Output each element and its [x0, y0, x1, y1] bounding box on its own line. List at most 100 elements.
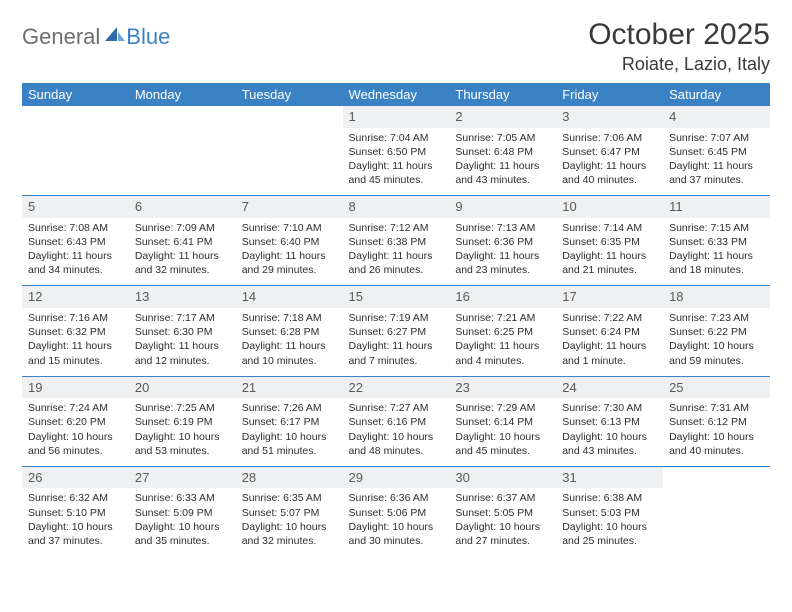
- day-sun-info: Sunrise: 7:09 AMSunset: 6:41 PMDaylight:…: [135, 221, 230, 278]
- day-number: 24: [556, 377, 663, 399]
- weekday-header: Wednesday: [343, 83, 450, 106]
- day-number: 26: [22, 467, 129, 489]
- calendar-day-cell: 19Sunrise: 7:24 AMSunset: 6:20 PMDayligh…: [22, 376, 129, 466]
- calendar-day-cell: 4 Sunrise: 7:07 AMSunset: 6:45 PMDaylight…: [663, 106, 770, 196]
- day-sun-info: Sunrise: 7:22 AMSunset: 6:24 PMDaylight:…: [562, 311, 657, 368]
- day-number: 22: [343, 377, 450, 399]
- day-sun-info: Sunrise: 7:18 AMSunset: 6:28 PMDaylight:…: [242, 311, 337, 368]
- logo-sail-icon: [104, 26, 126, 49]
- weekday-header: Sunday: [22, 83, 129, 106]
- calendar-table: SundayMondayTuesdayWednesdayThursdayFrid…: [22, 83, 770, 556]
- logo-text-blue: Blue: [126, 24, 170, 50]
- calendar-day-cell: 22Sunrise: 7:27 AMSunset: 6:16 PMDayligh…: [343, 376, 450, 466]
- calendar-day-cell: 29Sunrise: 6:36 AMSunset: 5:06 PMDayligh…: [343, 466, 450, 556]
- calendar-week-row: 19Sunrise: 7:24 AMSunset: 6:20 PMDayligh…: [22, 376, 770, 466]
- day-number: 1: [343, 106, 450, 128]
- calendar-day-cell: 14 Sunrise: 7:18 AMSunset: 6:28 PMDayligh…: [236, 286, 343, 376]
- day-sun-info: Sunrise: 7:30 AMSunset: 6:13 PMDaylight:…: [562, 401, 657, 458]
- day-sun-info: Sunrise: 6:38 AMSunset: 5:03 PMDaylight:…: [562, 491, 657, 548]
- day-number: 29: [343, 467, 450, 489]
- calendar-day-cell: 21Sunrise: 7:26 AMSunset: 6:17 PMDayligh…: [236, 376, 343, 466]
- calendar-day-cell: 6 Sunrise: 7:09 AMSunset: 6:41 PMDaylight…: [129, 196, 236, 286]
- calendar-day-cell: 24Sunrise: 7:30 AMSunset: 6:13 PMDayligh…: [556, 376, 663, 466]
- calendar-week-row: 5 Sunrise: 7:08 AMSunset: 6:43 PMDaylight…: [22, 196, 770, 286]
- logo: General Blue: [22, 18, 170, 50]
- day-number: 25: [663, 377, 770, 399]
- title-block: October 2025 Roiate, Lazio, Italy: [588, 18, 770, 75]
- day-sun-info: Sunrise: 7:24 AMSunset: 6:20 PMDaylight:…: [28, 401, 123, 458]
- calendar-week-row: 1 Sunrise: 7:04 AMSunset: 6:50 PMDaylight…: [22, 106, 770, 196]
- day-sun-info: Sunrise: 7:19 AMSunset: 6:27 PMDaylight:…: [349, 311, 444, 368]
- day-sun-info: Sunrise: 7:23 AMSunset: 6:22 PMDaylight:…: [669, 311, 764, 368]
- day-sun-info: Sunrise: 7:07 AMSunset: 6:45 PMDaylight:…: [669, 131, 764, 188]
- month-title: October 2025: [588, 18, 770, 52]
- day-sun-info: Sunrise: 7:29 AMSunset: 6:14 PMDaylight:…: [455, 401, 550, 458]
- day-number: 13: [129, 286, 236, 308]
- calendar-day-cell: 25Sunrise: 7:31 AMSunset: 6:12 PMDayligh…: [663, 376, 770, 466]
- day-number: 2: [449, 106, 556, 128]
- day-number: 20: [129, 377, 236, 399]
- calendar-day-cell: 23Sunrise: 7:29 AMSunset: 6:14 PMDayligh…: [449, 376, 556, 466]
- day-number: 11: [663, 196, 770, 218]
- calendar-day-cell: 10 Sunrise: 7:14 AMSunset: 6:35 PMDayligh…: [556, 196, 663, 286]
- day-number: 3: [556, 106, 663, 128]
- weekday-header: Monday: [129, 83, 236, 106]
- day-sun-info: Sunrise: 7:10 AMSunset: 6:40 PMDaylight:…: [242, 221, 337, 278]
- day-sun-info: Sunrise: 7:26 AMSunset: 6:17 PMDaylight:…: [242, 401, 337, 458]
- calendar-day-cell: 31Sunrise: 6:38 AMSunset: 5:03 PMDayligh…: [556, 466, 663, 556]
- calendar-week-row: 12Sunrise: 7:16 AMSunset: 6:32 PMDayligh…: [22, 286, 770, 376]
- day-sun-info: Sunrise: 7:27 AMSunset: 6:16 PMDaylight:…: [349, 401, 444, 458]
- day-number: 31: [556, 467, 663, 489]
- day-number: 14: [236, 286, 343, 308]
- day-sun-info: Sunrise: 7:16 AMSunset: 6:32 PMDaylight:…: [28, 311, 123, 368]
- calendar-day-cell: [236, 106, 343, 196]
- calendar-day-cell: 27Sunrise: 6:33 AMSunset: 5:09 PMDayligh…: [129, 466, 236, 556]
- calendar-day-cell: 2Sunrise: 7:05 AMSunset: 6:48 PMDaylight…: [449, 106, 556, 196]
- day-sun-info: Sunrise: 7:14 AMSunset: 6:35 PMDaylight:…: [562, 221, 657, 278]
- weekday-header: Saturday: [663, 83, 770, 106]
- day-number: 23: [449, 377, 556, 399]
- calendar-day-cell: 13 Sunrise: 7:17 AMSunset: 6:30 PMDayligh…: [129, 286, 236, 376]
- day-number: 8: [343, 196, 450, 218]
- weekday-header-row: SundayMondayTuesdayWednesdayThursdayFrid…: [22, 83, 770, 106]
- day-sun-info: Sunrise: 7:17 AMSunset: 6:30 PMDaylight:…: [135, 311, 230, 368]
- calendar-day-cell: 12Sunrise: 7:16 AMSunset: 6:32 PMDayligh…: [22, 286, 129, 376]
- day-sun-info: Sunrise: 6:32 AMSunset: 5:10 PMDaylight:…: [28, 491, 123, 548]
- day-number: 17: [556, 286, 663, 308]
- day-sun-info: Sunrise: 7:12 AMSunset: 6:38 PMDaylight:…: [349, 221, 444, 278]
- header-bar: General Blue October 2025 Roiate, Lazio,…: [22, 18, 770, 75]
- calendar-day-cell: 30Sunrise: 6:37 AMSunset: 5:05 PMDayligh…: [449, 466, 556, 556]
- day-number: 5: [22, 196, 129, 218]
- location: Roiate, Lazio, Italy: [588, 54, 770, 75]
- calendar-day-cell: 26Sunrise: 6:32 AMSunset: 5:10 PMDayligh…: [22, 466, 129, 556]
- calendar-day-cell: [663, 466, 770, 556]
- day-number: 28: [236, 467, 343, 489]
- calendar-week-row: 26Sunrise: 6:32 AMSunset: 5:10 PMDayligh…: [22, 466, 770, 556]
- day-sun-info: Sunrise: 7:08 AMSunset: 6:43 PMDaylight:…: [28, 221, 123, 278]
- calendar-day-cell: 3 Sunrise: 7:06 AMSunset: 6:47 PMDaylight…: [556, 106, 663, 196]
- day-number: 21: [236, 377, 343, 399]
- calendar-day-cell: 7Sunrise: 7:10 AMSunset: 6:40 PMDaylight…: [236, 196, 343, 286]
- day-sun-info: Sunrise: 7:21 AMSunset: 6:25 PMDaylight:…: [455, 311, 550, 368]
- day-sun-info: Sunrise: 6:33 AMSunset: 5:09 PMDaylight:…: [135, 491, 230, 548]
- calendar-body: 1 Sunrise: 7:04 AMSunset: 6:50 PMDaylight…: [22, 106, 770, 556]
- calendar-day-cell: 5 Sunrise: 7:08 AMSunset: 6:43 PMDaylight…: [22, 196, 129, 286]
- day-number: 27: [129, 467, 236, 489]
- day-number: 15: [343, 286, 450, 308]
- day-sun-info: Sunrise: 6:35 AMSunset: 5:07 PMDaylight:…: [242, 491, 337, 548]
- day-number: 6: [129, 196, 236, 218]
- calendar-day-cell: 28Sunrise: 6:35 AMSunset: 5:07 PMDayligh…: [236, 466, 343, 556]
- calendar-day-cell: 17 Sunrise: 7:22 AMSunset: 6:24 PMDayligh…: [556, 286, 663, 376]
- day-sun-info: Sunrise: 7:06 AMSunset: 6:47 PMDaylight:…: [562, 131, 657, 188]
- day-number: 4: [663, 106, 770, 128]
- day-sun-info: Sunrise: 7:04 AMSunset: 6:50 PMDaylight:…: [349, 131, 444, 188]
- day-sun-info: Sunrise: 7:31 AMSunset: 6:12 PMDaylight:…: [669, 401, 764, 458]
- day-number: 10: [556, 196, 663, 218]
- day-sun-info: Sunrise: 6:37 AMSunset: 5:05 PMDaylight:…: [455, 491, 550, 548]
- day-sun-info: Sunrise: 7:13 AMSunset: 6:36 PMDaylight:…: [455, 221, 550, 278]
- logo-text-general: General: [22, 24, 100, 50]
- day-sun-info: Sunrise: 6:36 AMSunset: 5:06 PMDaylight:…: [349, 491, 444, 548]
- day-number: 30: [449, 467, 556, 489]
- calendar-day-cell: 9Sunrise: 7:13 AMSunset: 6:36 PMDaylight…: [449, 196, 556, 286]
- weekday-header: Tuesday: [236, 83, 343, 106]
